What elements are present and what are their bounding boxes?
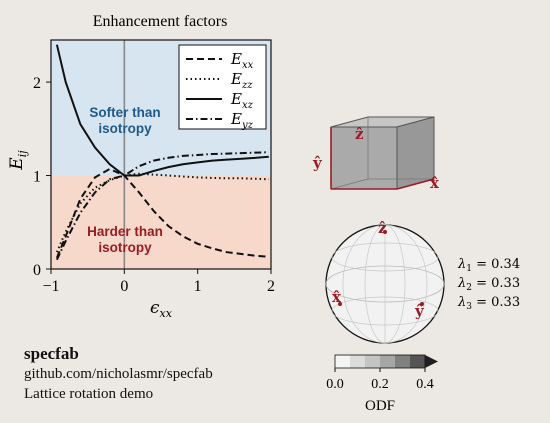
demo-description: Lattice rotation demo bbox=[24, 386, 154, 402]
softer-label-line2: isotropy bbox=[98, 121, 152, 136]
x-tick-label: 2 bbox=[267, 278, 275, 295]
sphere-z-axis-label: ẑ bbox=[378, 219, 387, 237]
y-tick-label: 1 bbox=[33, 169, 41, 186]
series-line-zz bbox=[55, 172, 269, 253]
legend-label-xz: Exz bbox=[230, 90, 254, 111]
y-tick-label: 2 bbox=[33, 75, 41, 92]
colorbar-tick-2: 0.4 bbox=[416, 377, 434, 392]
eigenvalue-list: λ1 = 0.34 λ2 = 0.33 λ3 = 0.33 bbox=[457, 257, 520, 312]
legend-label-xx: Exx bbox=[230, 50, 254, 71]
x-tick-label: 0 bbox=[120, 278, 128, 295]
eigenvalue-1: λ1 = 0.34 bbox=[457, 257, 520, 274]
app-title: specfab bbox=[24, 344, 79, 363]
eigenvalue-3: λ3 = 0.33 bbox=[457, 295, 520, 312]
legend-label-zz: Ezz bbox=[230, 70, 253, 91]
colorbar-label: ODF bbox=[365, 398, 395, 414]
series-line-yz bbox=[55, 151, 269, 261]
colorbar-tick-0: 0.0 bbox=[326, 377, 344, 392]
repo-link[interactable]: github.com/nicholasmr/specfab bbox=[24, 366, 213, 382]
colorbar-tick-1: 0.2 bbox=[371, 377, 389, 392]
harder-region bbox=[51, 175, 271, 269]
harder-label-line1: Harder than bbox=[87, 224, 163, 239]
chart-title: Enhancement factors bbox=[93, 13, 228, 30]
odf-sphere: ẑ x̂ ŷ bbox=[325, 219, 445, 344]
plot-frame bbox=[50, 39, 272, 270]
x-tick-label: −1 bbox=[42, 278, 59, 295]
y-tick-label: 0 bbox=[33, 262, 41, 279]
sphere-y-axis-label: ŷ bbox=[414, 302, 425, 320]
harder-label-line2: isotropy bbox=[98, 240, 152, 255]
eigenvalue-2: λ2 = 0.33 bbox=[457, 276, 520, 293]
legend-label-yz: Eyz bbox=[230, 110, 254, 131]
box-y-axis-label: ŷ bbox=[312, 154, 323, 172]
odf-colorbar: 0.0 0.2 0.4 ODF bbox=[326, 354, 438, 414]
series-line-xz bbox=[55, 44, 269, 177]
orientation-box-3d: ẑ ŷ x̂ bbox=[312, 116, 440, 192]
box-z-axis-label: ẑ bbox=[355, 125, 364, 143]
softer-label-line1: Softer than bbox=[89, 105, 160, 120]
sphere-x-axis-label: x̂ bbox=[332, 288, 342, 306]
series-line-xx bbox=[55, 167, 269, 259]
box-x-axis-label: x̂ bbox=[430, 174, 440, 192]
x-tick-label: 1 bbox=[194, 278, 202, 295]
